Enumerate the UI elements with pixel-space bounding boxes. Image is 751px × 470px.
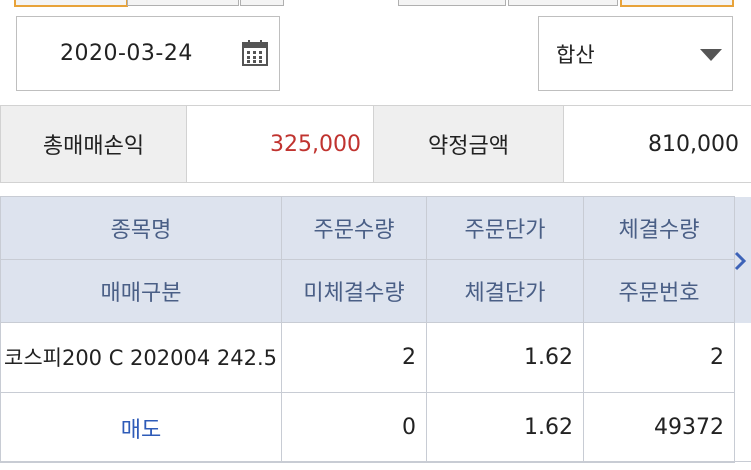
row-order-no: 49372 (583, 392, 735, 463)
order-grid: 종목명 주문수량 주문단가 체결수량 매매구분 미체결수량 체결단가 주문번호 … (0, 196, 751, 463)
col-header-order-price[interactable]: 주문단가 (426, 196, 584, 260)
contract-amount-value: 810,000 (563, 105, 751, 183)
row-instrument-name: 코스피200 C 202004 242.5 (0, 322, 282, 393)
row-gutter (734, 392, 751, 463)
col-header-side[interactable]: 매매구분 (0, 259, 282, 323)
total-pnl-label: 총매매손익 (0, 105, 187, 183)
tab-partial-1[interactable] (14, 0, 128, 7)
col-header-order-no[interactable]: 주문번호 (583, 259, 735, 323)
table-row[interactable]: 코스피200 C 202004 242.5 2 1.62 2 (0, 322, 751, 393)
col-header-filled-price[interactable]: 체결단가 (426, 259, 584, 323)
row-order-price: 1.62 (426, 322, 584, 393)
row-order-qty: 2 (281, 322, 427, 393)
tab-partial-2[interactable] (127, 0, 239, 6)
row-filled-qty: 2 (583, 322, 735, 393)
date-value: 2020-03-24 (60, 41, 193, 66)
table-row[interactable]: 매도 0 1.62 49372 (0, 392, 751, 463)
date-picker[interactable]: 2020-03-24 (16, 16, 280, 91)
calendar-icon[interactable] (241, 39, 269, 67)
mode-select-value: 합산 (556, 42, 595, 67)
col-header-name[interactable]: 종목명 (0, 196, 282, 260)
contract-amount-label: 약정금액 (373, 105, 564, 183)
summary-table: 총매매손익 325,000 약정금액 810,000 (0, 105, 751, 183)
mode-select[interactable]: 합산 (538, 16, 733, 91)
tab-partial-6[interactable] (620, 0, 734, 7)
row-filled-price: 1.62 (426, 392, 584, 463)
col-header-filled-qty[interactable]: 체결수량 (583, 196, 735, 260)
col-header-unfilled-qty[interactable]: 미체결수량 (281, 259, 427, 323)
row-side: 매도 (0, 392, 282, 463)
tab-partial-4[interactable] (398, 0, 506, 6)
chevron-down-icon (700, 49, 722, 61)
row-gutter (734, 322, 751, 393)
col-header-order-qty[interactable]: 주문수량 (281, 196, 427, 260)
bottom-divider (0, 461, 751, 462)
total-pnl-value: 325,000 (186, 105, 374, 183)
chevron-right-icon[interactable] (733, 250, 747, 272)
tab-partial-3[interactable] (240, 0, 284, 6)
row-unfilled-qty: 0 (281, 392, 427, 463)
tab-partial-5[interactable] (508, 0, 618, 6)
